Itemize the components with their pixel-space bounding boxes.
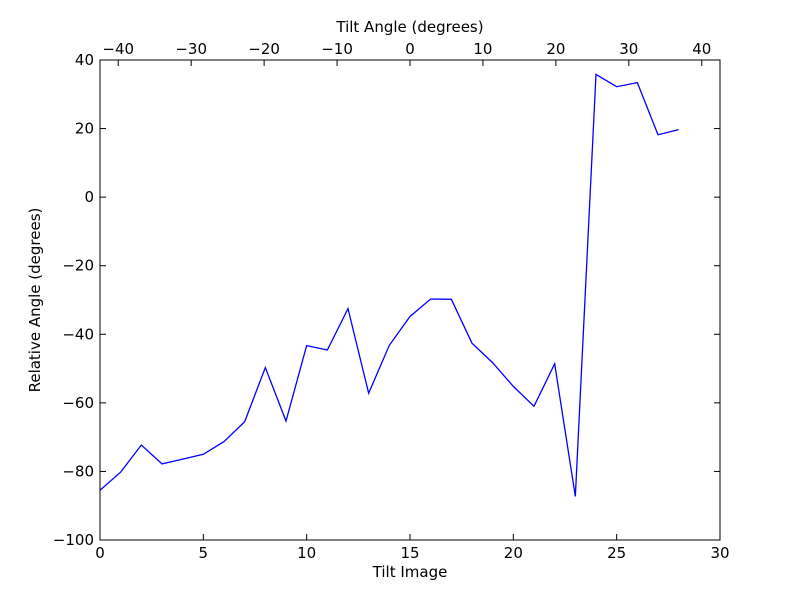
top-x-tick-label: 10 — [473, 40, 492, 58]
x-tick-label: 25 — [607, 544, 626, 562]
top-x-tick-label: 30 — [619, 40, 638, 58]
y-tick-label: −40 — [62, 325, 94, 343]
series-layer — [99, 73, 679, 497]
top-x-tick-label: 0 — [405, 40, 415, 58]
x-tick-label: 15 — [400, 544, 419, 562]
x-tick-label: 20 — [504, 544, 523, 562]
top-x-tick-label: −30 — [175, 40, 207, 58]
y-tick-label: −60 — [62, 394, 94, 412]
y-tick-label: −80 — [62, 462, 94, 480]
y-tick-label: 40 — [75, 51, 94, 69]
top-x-tick-label: −20 — [248, 40, 280, 58]
top-x-tick-label: −10 — [321, 40, 353, 58]
top-x-tick-label: 40 — [692, 40, 711, 58]
top-x-axis-label: Tilt Angle (degrees) — [335, 18, 483, 36]
y-tick-label: 0 — [84, 188, 94, 206]
y-tick-label: −20 — [62, 257, 94, 275]
x-tick-label: 5 — [199, 544, 209, 562]
top-x-tick-label: 20 — [546, 40, 565, 58]
top-x-tick-label: −40 — [102, 40, 134, 58]
y-tick-label: 20 — [75, 120, 94, 138]
x-tick-label: 0 — [95, 544, 105, 562]
x-tick-label: 30 — [710, 544, 729, 562]
x-tick-label: 10 — [297, 544, 316, 562]
x-axis-label: Tilt Image — [372, 563, 448, 581]
y-tick-label: −100 — [53, 531, 94, 549]
y-axis-label: Relative Angle (degrees) — [26, 208, 44, 393]
